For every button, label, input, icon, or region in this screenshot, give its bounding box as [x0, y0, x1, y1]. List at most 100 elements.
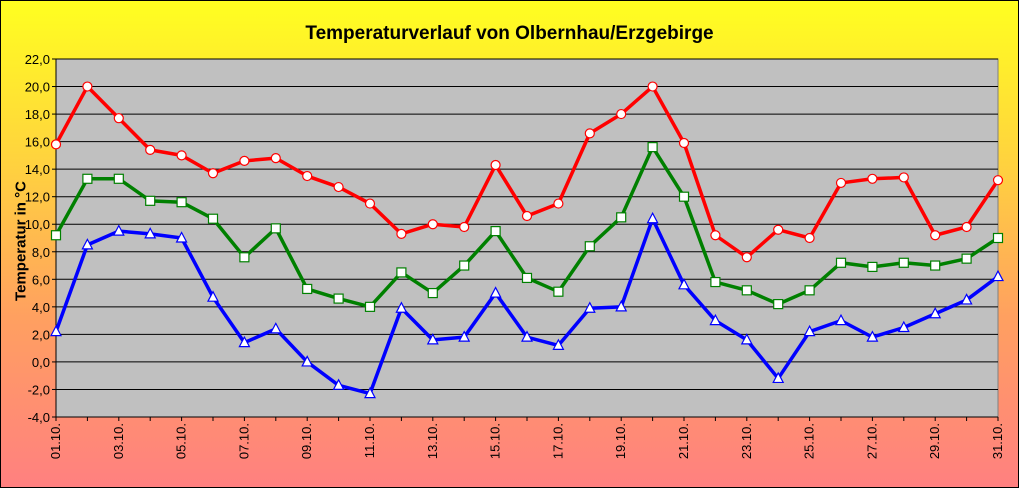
data-point — [82, 173, 93, 184]
x-tick-label: 27.10. — [864, 423, 879, 459]
data-point — [992, 269, 1004, 282]
data-point — [112, 224, 125, 236]
data-point — [489, 286, 502, 298]
data-point — [175, 231, 188, 243]
data-point — [616, 212, 627, 223]
data-point — [583, 301, 596, 313]
data-point — [50, 324, 62, 337]
data-point — [646, 211, 659, 224]
data-point — [992, 175, 1004, 186]
data-point — [239, 155, 250, 166]
y-tick-label: 16,0 — [25, 135, 50, 150]
data-point — [364, 386, 376, 399]
x-tick-label: 03.10. — [111, 423, 126, 459]
data-point — [426, 333, 439, 345]
data-point — [678, 278, 690, 290]
data-point — [553, 198, 564, 209]
x-tick-label: 15.10. — [488, 423, 503, 459]
data-point — [616, 108, 627, 120]
data-point — [145, 144, 156, 155]
y-tick-label: 18,0 — [25, 107, 50, 122]
x-tick-label: 13.10. — [425, 423, 440, 459]
data-point — [396, 228, 407, 239]
x-tick-label: 25.10. — [802, 423, 817, 459]
data-point — [145, 195, 156, 206]
data-point — [332, 378, 345, 390]
data-point — [772, 371, 785, 384]
data-point — [961, 253, 972, 264]
data-point — [678, 191, 690, 202]
data-point — [867, 261, 878, 273]
x-tick-label: 19.10. — [613, 423, 628, 459]
x-tick-label: 01.10. — [48, 423, 63, 459]
x-tick-label: 23.10. — [739, 423, 754, 459]
data-point — [835, 313, 847, 326]
data-point — [113, 113, 124, 124]
data-point — [490, 159, 501, 171]
data-point — [584, 128, 595, 139]
x-tick-label: 11.10. — [362, 423, 377, 458]
data-point — [647, 142, 658, 153]
data-point — [521, 272, 533, 284]
data-point — [930, 260, 941, 271]
x-tick-label: 09.10. — [299, 423, 314, 459]
y-tick-label: 20,0 — [25, 80, 50, 95]
data-point — [960, 293, 973, 305]
data-point — [144, 227, 157, 239]
data-point — [898, 172, 909, 183]
data-point — [81, 238, 94, 250]
data-point — [396, 267, 407, 278]
y-tick-label: 10,0 — [25, 217, 50, 232]
x-tick-label: 31.10. — [990, 423, 1005, 459]
data-point — [803, 324, 816, 337]
data-point — [333, 181, 344, 193]
x-tick-label: 17.10. — [550, 423, 565, 459]
data-point — [364, 301, 376, 312]
plot-area — [55, 58, 999, 418]
y-tick-label: 4,0 — [32, 300, 50, 315]
data-point — [302, 283, 313, 295]
data-point — [584, 241, 595, 252]
data-point — [615, 300, 628, 312]
data-point — [427, 287, 438, 299]
data-point — [82, 81, 93, 92]
data-point — [898, 257, 909, 268]
data-point — [741, 285, 752, 296]
data-point — [176, 150, 187, 161]
data-point — [239, 252, 250, 263]
data-point — [490, 226, 501, 237]
data-point — [553, 286, 564, 297]
data-point — [804, 285, 815, 296]
data-point — [835, 257, 847, 268]
y-tick-label: -2,0 — [28, 382, 50, 397]
data-point — [50, 230, 62, 241]
data-point — [709, 313, 722, 326]
data-point — [710, 230, 721, 241]
data-point — [459, 260, 470, 271]
data-point — [302, 170, 313, 182]
x-tick-label: 29.10. — [927, 423, 942, 459]
data-point — [773, 298, 784, 310]
data-point — [113, 173, 124, 184]
data-point — [866, 330, 879, 342]
data-point — [867, 173, 878, 184]
data-point — [710, 276, 721, 288]
data-point — [301, 355, 314, 367]
data-point — [678, 137, 690, 149]
data-point — [207, 168, 219, 179]
x-tick-label: 07.10. — [236, 423, 251, 459]
data-point — [459, 221, 470, 233]
data-point — [364, 198, 376, 209]
y-tick-label: 2,0 — [32, 327, 50, 342]
data-point — [552, 338, 565, 350]
data-point — [804, 232, 815, 244]
data-point — [238, 335, 251, 348]
data-point — [395, 301, 408, 313]
y-tick-label: 8,0 — [32, 245, 50, 260]
y-tick-label: 0,0 — [32, 355, 50, 370]
y-tick-label: -4,0 — [28, 410, 50, 425]
data-point — [521, 210, 533, 222]
data-point — [897, 320, 910, 333]
data-point — [930, 230, 941, 241]
